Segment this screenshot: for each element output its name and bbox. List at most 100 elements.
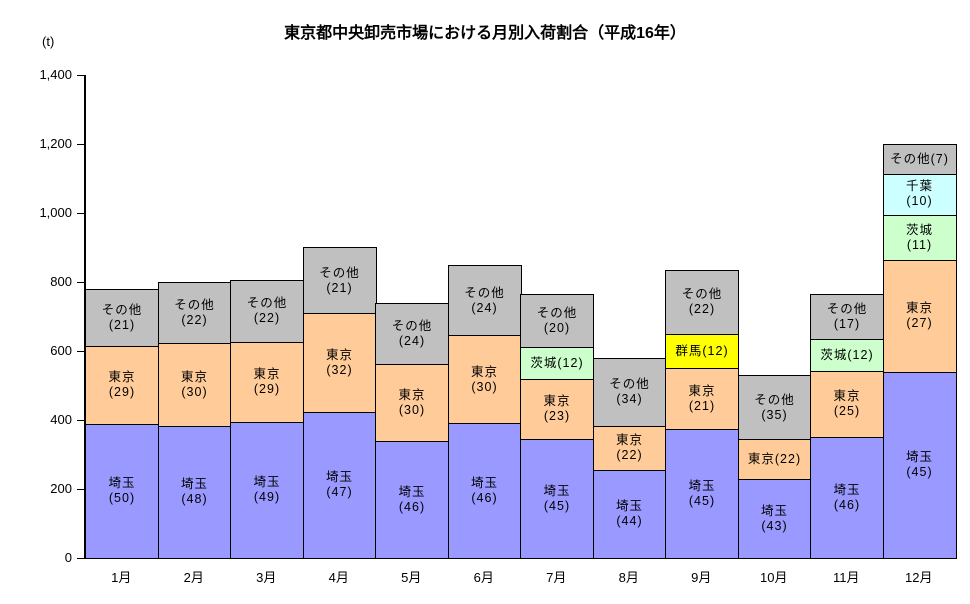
bar-segment-label: 東京 — [688, 383, 716, 398]
bar-segment-label: その他 — [754, 392, 795, 407]
y-tick-label: 1,400 — [39, 67, 72, 82]
y-tick-mark — [77, 420, 84, 421]
bar-segment-label: 埼玉 — [470, 475, 498, 490]
x-axis-label: 8月 — [618, 570, 639, 585]
x-axis-label: 3月 — [256, 570, 277, 585]
x-axis-label: 11月 — [833, 570, 860, 585]
bar-segment-label: その他 — [826, 302, 868, 317]
bar-segment-label: 埼玉 — [325, 470, 353, 485]
bar-segment-label: 東京 — [833, 389, 861, 404]
bar-segment-label: 埼玉 — [615, 499, 643, 514]
bar-segment: 東京(22) — [737, 438, 812, 481]
bar-segment-label: その他(7) — [890, 151, 949, 166]
bar-segment-label: (43) — [761, 518, 788, 533]
x-axis-label: 6月 — [473, 570, 494, 585]
bar-segment-label: (27) — [906, 316, 933, 331]
bar-segment-label: (30) — [471, 379, 498, 394]
bar-segment-label: (21) — [108, 317, 136, 332]
y-tick-label: 800 — [50, 274, 72, 289]
y-tick-mark — [77, 489, 84, 490]
bar-segment-label: その他 — [609, 377, 650, 392]
bar-segment-label: 埼玉 — [398, 484, 426, 499]
bar-segment-label: 東京 — [253, 367, 281, 382]
bar-segment-label: 東京 — [470, 364, 498, 379]
bar-segment-label: 埼玉 — [543, 483, 571, 498]
bar-segment: その他 (22) — [157, 281, 232, 345]
bar-segment-label: (47) — [326, 485, 353, 500]
bar-segment: 東京 (27) — [882, 259, 957, 373]
y-tick-label: 1,200 — [39, 136, 72, 151]
y-tick-mark — [77, 75, 84, 76]
y-tick-label: 1,000 — [39, 205, 72, 220]
bar-segment: 東京(22) — [592, 425, 667, 472]
bar-segment-label: 東京 — [325, 347, 353, 362]
bar-segment-label: 茨城(12) — [530, 355, 584, 370]
bar-segment: 東京 (29) — [85, 345, 159, 425]
y-tick-label: 400 — [50, 412, 72, 427]
bar-segment: その他 (21) — [302, 247, 377, 315]
y-tick-mark — [77, 213, 84, 214]
x-axis-label: 12月 — [905, 570, 933, 585]
x-axis-label: 9月 — [691, 570, 712, 585]
bar-segment: 東京 (30) — [375, 363, 449, 442]
bar-segment-label: (46) — [833, 497, 861, 512]
bar-segment: その他 (17) — [810, 293, 884, 341]
bar-segment-label: (22) — [253, 311, 281, 326]
bar-segment: 東京 (23) — [520, 378, 594, 441]
bar-segment: その他 (34) — [592, 357, 667, 428]
bar-segment-label: (45) — [906, 465, 933, 480]
bar-segment-label: (21) — [326, 280, 353, 295]
bar-segment-label: その他 — [391, 318, 433, 333]
bar-segment-label: (50) — [108, 491, 136, 506]
bar-segment-label: 埼玉 — [108, 476, 136, 491]
bar-segment-label: (29) — [108, 384, 136, 399]
bar-segment-label: (22) — [616, 448, 643, 463]
x-axis-label: 7月 — [546, 570, 567, 585]
bar-segment: 東京 (30) — [447, 334, 522, 425]
bar-segment-label: 茨城(12) — [820, 347, 874, 362]
x-axis-label: 4月 — [328, 570, 349, 585]
bar-segment: 埼玉 (47) — [302, 411, 377, 559]
bar-segment-label: (35) — [761, 407, 788, 422]
bar-segment: 埼玉 (45) — [520, 438, 594, 559]
y-tick-mark — [77, 351, 84, 352]
bar-segment: 埼玉 (46) — [810, 436, 884, 559]
bar-segment: 埼玉 (48) — [157, 425, 232, 559]
bar-segment-label: (23) — [543, 409, 571, 424]
y-tick-label: 600 — [50, 343, 72, 358]
bar-segment: 埼玉 (49) — [230, 421, 304, 559]
bar-segment-label: その他 — [681, 287, 723, 302]
bar-segment-label: 東京 — [905, 301, 933, 316]
bar-segment: その他 (35) — [737, 374, 812, 441]
chart-title: 東京都中央卸売市場における月別入荷割合（平成16年） — [284, 25, 686, 42]
bar-segment-label: (22) — [688, 302, 716, 317]
bar-segment: 東京 (30) — [157, 342, 232, 427]
bar-segment-label: その他 — [101, 302, 143, 317]
bar-segment-label: その他 — [174, 297, 215, 312]
x-axis-label: 10月 — [760, 570, 788, 585]
bar-segment-label: (34) — [616, 392, 643, 407]
bar-segment-label: 埼玉 — [180, 477, 208, 492]
bar-segment-label: (44) — [616, 514, 643, 529]
bar-segment: 群馬(12) — [665, 333, 739, 370]
bar-segment: その他 (21) — [85, 288, 159, 347]
bar-segment-label: 茨城 — [905, 222, 933, 237]
bar-segment-label: (24) — [471, 300, 498, 315]
y-axis-unit-label: (t) — [42, 34, 55, 49]
bar-segment: 埼玉 (46) — [447, 422, 522, 559]
bar-segment-label: 群馬(12) — [675, 343, 729, 358]
y-tick-mark — [77, 144, 84, 145]
bar-segment-label: その他 — [536, 306, 578, 321]
bar-segment-label: その他 — [246, 296, 288, 311]
bar-segment-label: (24) — [398, 333, 426, 348]
bar-segment-label: (46) — [398, 499, 426, 514]
bar-segment-label: (30) — [398, 402, 426, 417]
bar-segment-label: 東京 — [180, 369, 208, 384]
bar-segment: 埼玉 (46) — [375, 440, 449, 559]
bar-segment-label: (49) — [253, 490, 281, 505]
bar-segment: 埼玉 (45) — [882, 371, 957, 559]
x-axis-label: 2月 — [183, 570, 204, 585]
y-tick-mark — [77, 282, 84, 283]
bar-segment-label: (32) — [326, 362, 353, 377]
y-tick-label: 200 — [50, 481, 72, 496]
